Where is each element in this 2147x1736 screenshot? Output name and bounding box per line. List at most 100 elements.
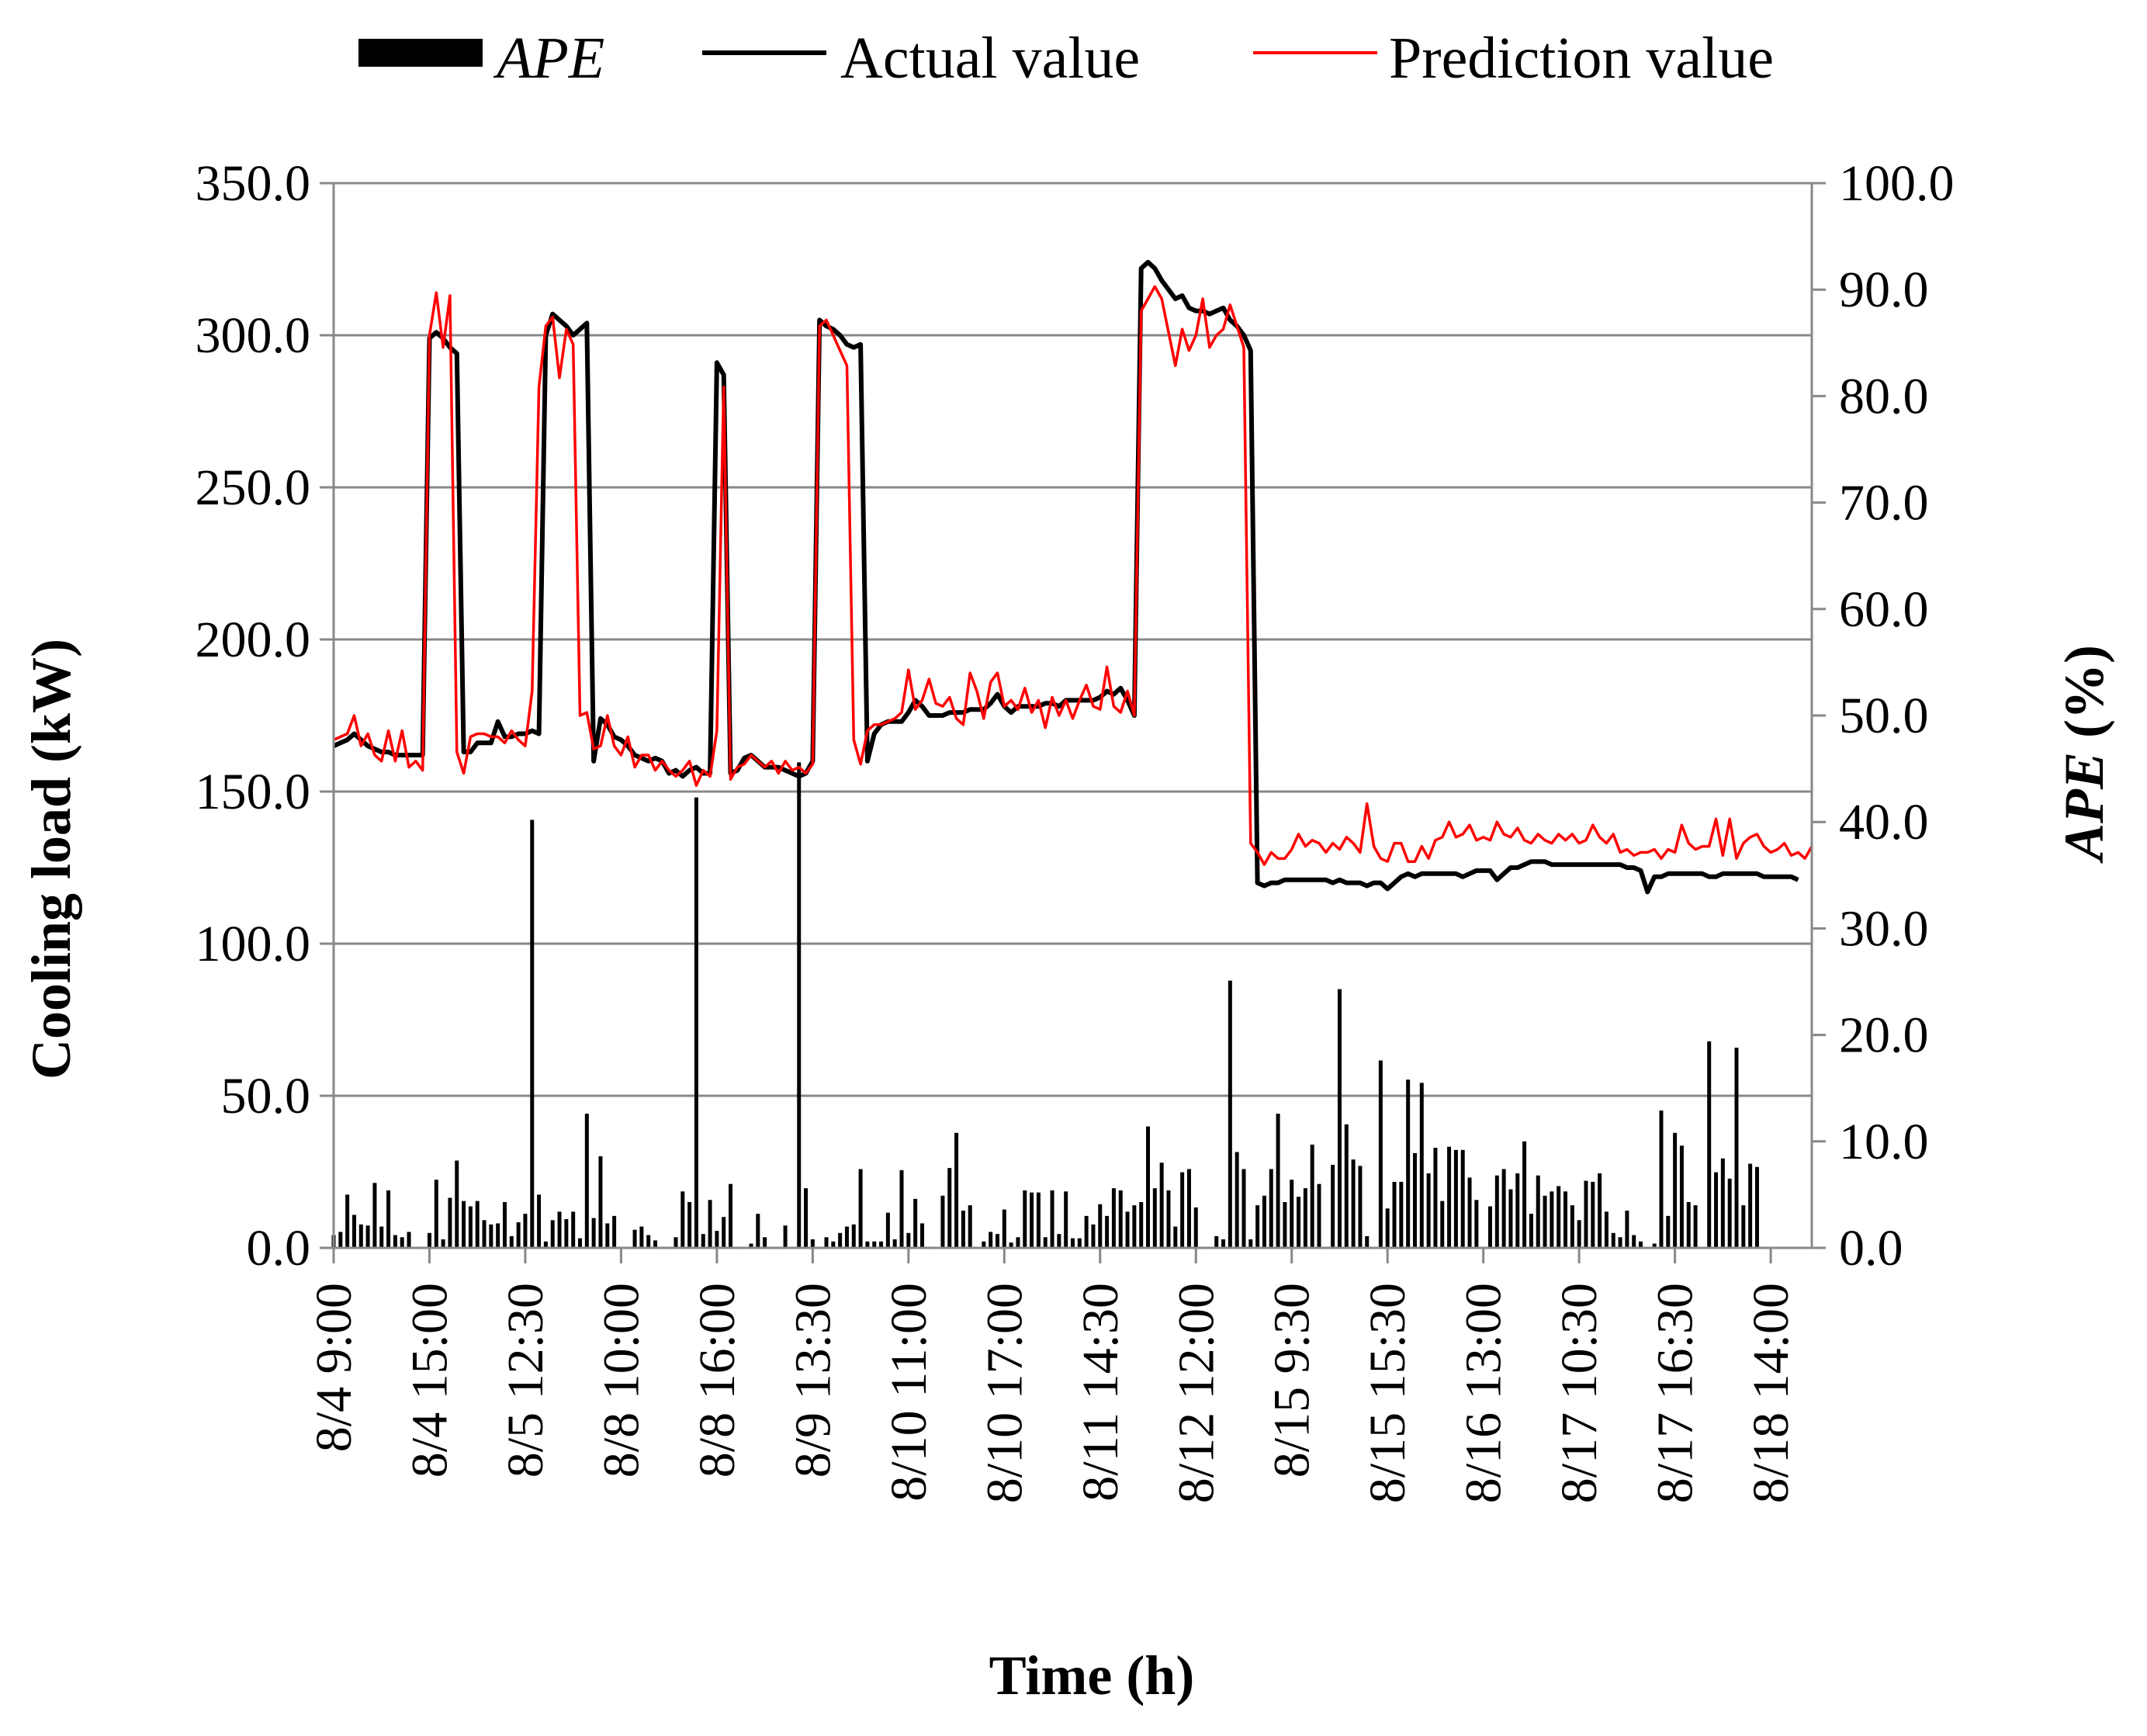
ape-bar xyxy=(1659,1111,1664,1248)
ape-bar xyxy=(345,1194,350,1248)
ape-bar xyxy=(571,1211,576,1248)
ape-bar xyxy=(351,1215,356,1248)
ape-bar xyxy=(1433,1148,1438,1248)
series-lines xyxy=(332,259,1813,895)
ape-bar xyxy=(455,1160,459,1248)
ape-bar xyxy=(502,1202,507,1248)
ape-bar xyxy=(1611,1232,1615,1248)
ape-bar xyxy=(653,1240,658,1248)
ape-bar xyxy=(899,1169,904,1248)
ape-bar xyxy=(1536,1175,1540,1248)
ape-bar xyxy=(1310,1144,1314,1248)
y-axis-title-right-ape: APE xyxy=(2053,752,2115,864)
legend-label-prediction: Prediction value xyxy=(1389,26,1774,91)
ape-bar xyxy=(954,1132,959,1248)
legend-swatch-ape xyxy=(358,39,483,67)
x-tick-label: 8/15 15:30 xyxy=(1359,1283,1416,1503)
legend: APE Actual value Prediction value xyxy=(358,26,1774,91)
ape-bar xyxy=(1577,1220,1581,1248)
ape-bar xyxy=(482,1220,487,1248)
ape-bar xyxy=(961,1210,965,1248)
ape-bar xyxy=(1023,1190,1027,1248)
tick-labels: 0.0 50.0 100.0 150.0 200.0 250.0 300.0 350.0 0.0… xyxy=(196,155,1955,1503)
x-tick-label: 8/17 16:30 xyxy=(1647,1283,1704,1503)
ape-bar xyxy=(386,1190,391,1248)
ape-bar xyxy=(885,1212,890,1248)
ape-bar xyxy=(968,1205,972,1248)
x-tick-label: 8/15 9:30 xyxy=(1264,1283,1321,1478)
ape-bar xyxy=(1125,1211,1130,1248)
left-tick-label: 100.0 xyxy=(196,916,311,972)
ape-bar xyxy=(1474,1200,1479,1248)
ape-bar xyxy=(1487,1206,1492,1248)
ape-bar xyxy=(1453,1149,1458,1248)
x-tick-label: 8/18 14:00 xyxy=(1743,1283,1799,1503)
right-tick-label: 70.0 xyxy=(1839,475,1929,532)
x-tick-label: 8/10 11:00 xyxy=(881,1283,937,1502)
ape-bar xyxy=(995,1234,999,1248)
ape-bar xyxy=(1118,1190,1123,1248)
ape-bar xyxy=(1385,1208,1390,1248)
left-tick-label: 50.0 xyxy=(221,1068,311,1124)
ape-bar xyxy=(496,1223,500,1248)
ape-bar xyxy=(1297,1197,1301,1248)
ape-bar xyxy=(1111,1188,1116,1248)
ape-bar xyxy=(1139,1202,1144,1248)
ape-bar xyxy=(1221,1239,1226,1248)
right-tick-label: 0.0 xyxy=(1839,1220,1903,1277)
x-tick-label: 8/9 13:30 xyxy=(784,1283,841,1478)
ape-bar xyxy=(516,1222,521,1248)
x-tick-label: 8/16 13:00 xyxy=(1456,1283,1512,1503)
ape-bar xyxy=(1570,1205,1574,1248)
ape-bar xyxy=(919,1223,924,1248)
ape-bar xyxy=(1337,989,1342,1248)
ape-bar xyxy=(715,1231,719,1248)
right-tick-label: 50.0 xyxy=(1839,688,1929,744)
ape-bar xyxy=(1262,1195,1266,1248)
right-tick-label: 20.0 xyxy=(1839,1007,1929,1064)
ape-bar xyxy=(783,1225,788,1248)
ape-bar xyxy=(1098,1204,1103,1248)
ape-bar xyxy=(1241,1169,1246,1248)
ape-bar xyxy=(1707,1041,1712,1248)
right-tick-label: 100.0 xyxy=(1839,155,1955,212)
ape-bar xyxy=(632,1229,637,1248)
ape-bar xyxy=(1365,1235,1370,1248)
ape-bar xyxy=(1358,1166,1363,1248)
right-tick-label: 30.0 xyxy=(1839,900,1929,957)
ape-bar xyxy=(1283,1202,1287,1248)
ape-bar xyxy=(639,1226,644,1248)
ape-bar xyxy=(804,1188,809,1248)
ape-bar xyxy=(598,1156,603,1248)
ape-bar xyxy=(379,1226,384,1248)
ape-bar xyxy=(1392,1181,1397,1248)
ape-bar xyxy=(1406,1079,1411,1248)
ape-bar xyxy=(1009,1242,1013,1248)
ape-bar xyxy=(1426,1173,1431,1248)
ape-bar xyxy=(427,1232,431,1248)
ape-bar xyxy=(1508,1189,1513,1248)
ape-bar xyxy=(1351,1159,1356,1248)
ape-bar xyxy=(1557,1186,1561,1248)
legend-label-actual: Actual value xyxy=(840,26,1140,91)
ape-bar xyxy=(1652,1243,1657,1248)
ape-bar xyxy=(1748,1163,1753,1248)
ape-bar xyxy=(578,1238,582,1248)
ape-bar xyxy=(605,1223,610,1248)
ape-bar xyxy=(1460,1149,1465,1248)
ape-bar xyxy=(338,1232,343,1248)
ape-bar xyxy=(1016,1237,1020,1248)
ape-bar xyxy=(749,1243,753,1248)
ape-bar xyxy=(564,1218,569,1248)
ape-bar xyxy=(913,1198,918,1248)
ape-bar xyxy=(1584,1180,1588,1248)
ape-bar xyxy=(591,1218,596,1248)
left-tick-label: 0.0 xyxy=(247,1220,311,1277)
ape-bar xyxy=(448,1197,452,1248)
ape-bar xyxy=(1057,1234,1061,1248)
right-tick-label: 60.0 xyxy=(1839,581,1929,638)
ape-bar xyxy=(1714,1172,1719,1248)
ape-bar xyxy=(1146,1126,1151,1248)
left-tick-label: 300.0 xyxy=(196,307,311,364)
